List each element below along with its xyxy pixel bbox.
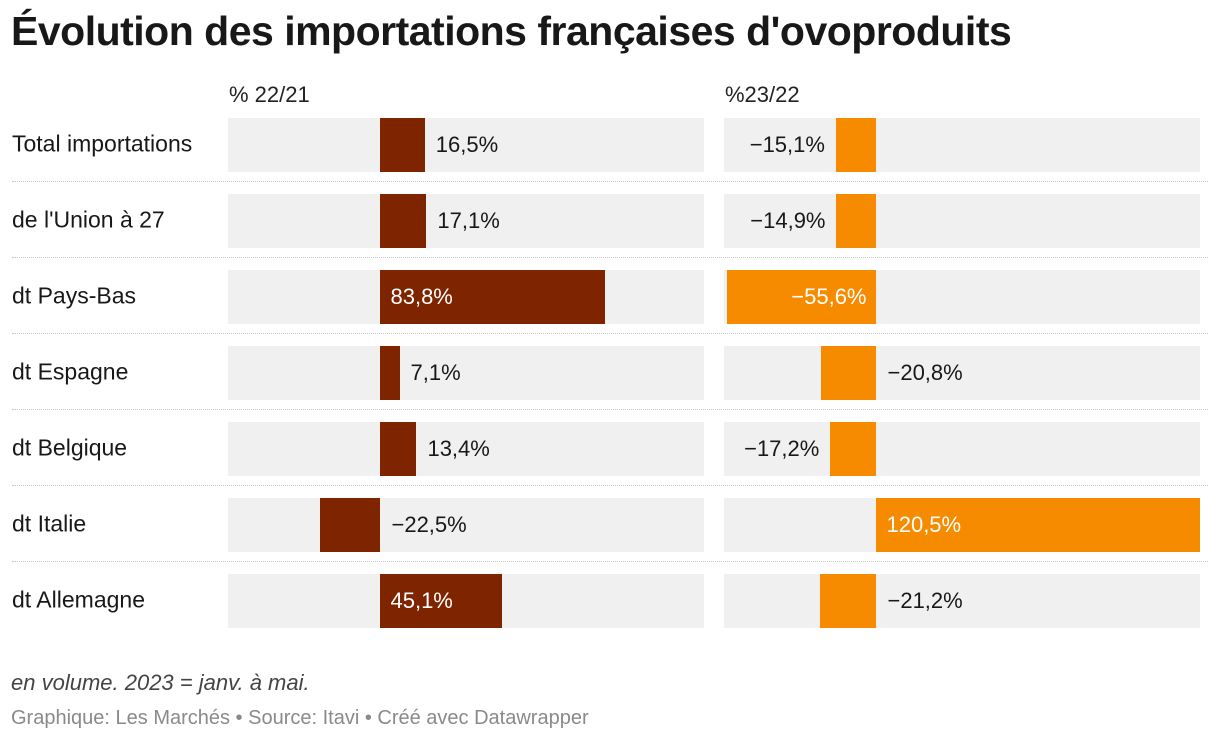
chart-row: dt Allemagne 45,1% −21,2% [0, 562, 1208, 638]
data-label: −15,1% [749, 132, 825, 157]
chart-row: de l'Union à 27 17,1% −14,9% [0, 182, 1208, 258]
bar-track: 13,4% [228, 422, 704, 476]
bar-track: −15,1% [724, 118, 1200, 172]
chart-row: dt Pays-Bas 83,8% −55,6% [0, 258, 1208, 334]
bar-track: −55,6% [724, 270, 1200, 324]
bar-track: −21,2% [724, 574, 1200, 628]
data-label: 45,1% [390, 588, 453, 613]
bar-track: 16,5% [228, 118, 704, 172]
bar-track: −14,9% [724, 194, 1200, 248]
data-label: −55,6% [791, 284, 867, 309]
data-label: 83,8% [390, 284, 453, 309]
bar [835, 118, 877, 172]
chart-credit: Graphique: Les Marchés • Source: Itavi •… [11, 707, 589, 729]
chart-title: Évolution des importations françaises d'… [11, 8, 1012, 54]
bar [819, 574, 877, 628]
data-label: 17,1% [437, 208, 500, 233]
bar [380, 346, 400, 400]
data-label: −17,2% [744, 436, 820, 461]
chart-row: dt Espagne 7,1% −20,8% [0, 334, 1208, 410]
bar [380, 270, 606, 324]
chart-note: en volume. 2023 = janv. à mai. [11, 670, 310, 695]
bar-track: 83,8% [228, 270, 704, 324]
data-label: −14,9% [750, 208, 826, 233]
bar [320, 498, 381, 552]
chart-row: dt Italie −22,5% 120,5% [0, 486, 1208, 562]
bar-track: 45,1% [228, 574, 704, 628]
bar [836, 194, 877, 248]
bar [380, 422, 417, 476]
chart-row: Total importations 16,5% −15,1% [0, 106, 1208, 182]
data-label: 120,5% [886, 512, 962, 537]
bar-track: 7,1% [228, 346, 704, 400]
bar [727, 270, 877, 324]
row-label: dt Belgique [12, 434, 128, 461]
bar-track: 17,1% [228, 194, 704, 248]
data-label: −21,2% [887, 588, 963, 613]
bar-track: −17,2% [724, 422, 1200, 476]
column-header-23-22: %23/22 [725, 82, 800, 107]
row-label: dt Allemagne [12, 586, 145, 613]
row-label: dt Italie [12, 510, 87, 537]
row-label: de l'Union à 27 [12, 206, 165, 233]
data-label: −20,8% [887, 360, 963, 385]
row-label: dt Espagne [12, 358, 129, 385]
bar-track: −20,8% [724, 346, 1200, 400]
bar [820, 346, 877, 400]
bar [380, 118, 425, 172]
bar [876, 498, 1200, 552]
bar [830, 422, 877, 476]
data-label: −22,5% [391, 512, 467, 537]
data-label: 7,1% [410, 360, 461, 385]
bar-track: −22,5% [228, 498, 704, 552]
column-header-22-21: % 22/21 [229, 82, 310, 107]
data-label: 16,5% [435, 132, 499, 157]
bar [380, 574, 502, 628]
chart-row: dt Belgique 13,4% −17,2% [0, 410, 1208, 486]
bar [380, 194, 427, 248]
row-label: Total importations [12, 130, 193, 157]
bar-track: 120,5% [724, 498, 1200, 552]
data-label: 13,4% [427, 436, 490, 461]
row-label: dt Pays-Bas [12, 282, 136, 309]
